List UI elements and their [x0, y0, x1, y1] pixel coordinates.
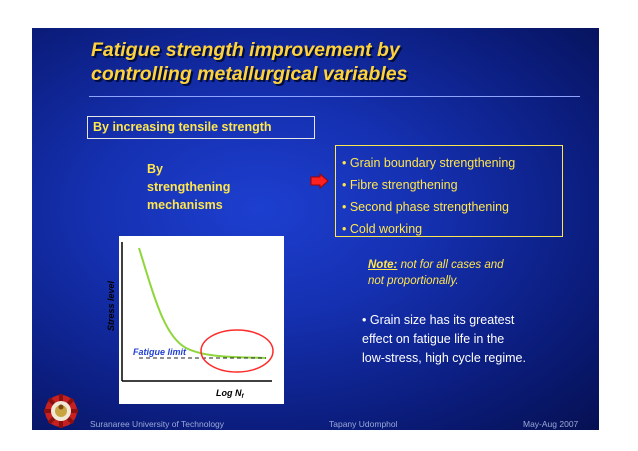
x-axis-label: Log Nf [216, 388, 245, 400]
note-text: Note: not for all cases and not proporti… [368, 257, 504, 289]
fatigue-limit-label: Fatigue limit [133, 347, 187, 357]
by-line-2: strengthening [147, 180, 231, 194]
subtitle-box: By increasing tensile strength [87, 116, 315, 139]
list-item: • Fibre strengthening [342, 178, 458, 192]
note-line-2: not proportionally. [368, 275, 459, 287]
chart-background [119, 236, 284, 404]
list-item: • Cold working [342, 222, 423, 236]
slide-title: Fatigue strength improvement by controll… [91, 38, 571, 86]
note-line-1: not for all cases and [397, 259, 504, 271]
by-line-3: mechanisms [147, 198, 223, 212]
footer-right: May-Aug 2007 [523, 419, 579, 429]
strengthening-label: By strengthening mechanisms [147, 160, 230, 214]
title-line-1: Fatigue strength improvement by [91, 39, 400, 61]
slide: Fatigue strength improvement by controll… [32, 28, 599, 430]
footer-center: Tapany Udomphol [329, 419, 398, 429]
list-item: • Grain boundary strengthening [342, 156, 516, 170]
footer-left: Suranaree University of Technology [90, 419, 225, 429]
highlight-ellipse [200, 329, 274, 373]
grain-line-2: effect on fatigue life in the [362, 332, 505, 346]
title-divider [89, 96, 580, 97]
grain-line-1: • Grain size has its greatest [362, 313, 515, 327]
right-arrow-icon [310, 173, 329, 189]
by-line-1: By [147, 162, 163, 176]
grain-size-text: • Grain size has its greatest effect on … [362, 311, 526, 368]
title-line-2: controlling metallurgical variables [91, 63, 408, 85]
sn-curve [138, 247, 267, 359]
university-logo-icon [44, 394, 78, 428]
grain-line-3: low-stress, high cycle regime. [362, 351, 526, 365]
y-axis-label: Stress level [106, 280, 116, 331]
mechanisms-list: • Grain boundary strengthening • Fibre s… [335, 145, 563, 237]
note-label: Note: [368, 259, 398, 271]
sn-curve-chart: Fatigue limit Log Nf Stress level [106, 236, 284, 404]
list-item: • Second phase strengthening [342, 200, 509, 214]
